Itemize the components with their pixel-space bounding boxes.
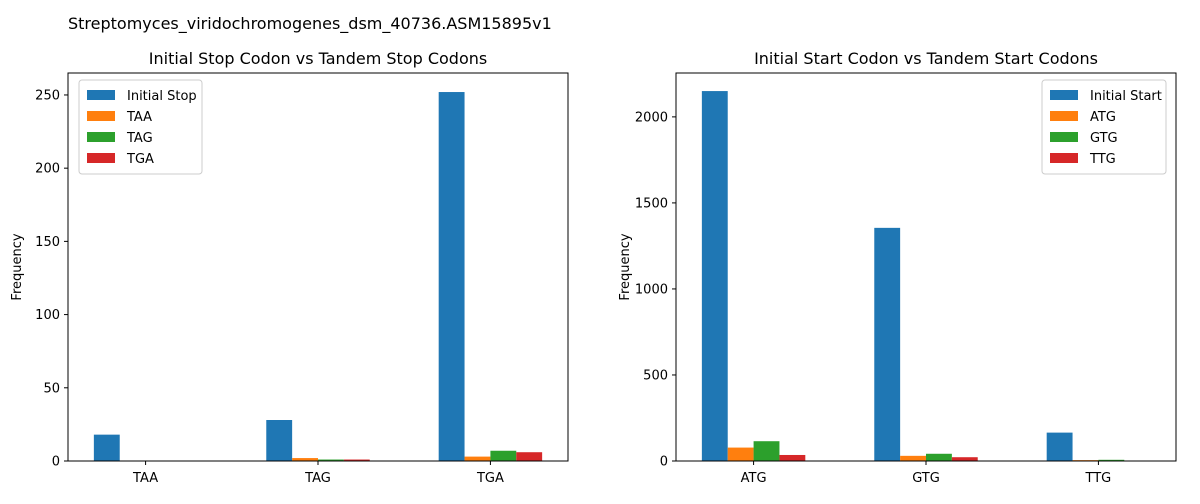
y-axis-label: Frequency bbox=[618, 233, 633, 300]
legend-swatch bbox=[87, 90, 115, 100]
legend-label: ATG bbox=[1090, 110, 1116, 125]
chart-title: Initial Start Codon vs Tandem Start Codo… bbox=[754, 49, 1098, 68]
bar-tga-tga bbox=[516, 452, 542, 461]
legend-label: TAG bbox=[126, 131, 153, 146]
legend-label: GTG bbox=[1090, 131, 1118, 146]
chart-start-codons: Initial Start Codon vs Tandem Start Codo… bbox=[618, 49, 1176, 486]
y-tick-label: 0 bbox=[660, 455, 668, 470]
legend-swatch bbox=[87, 111, 115, 121]
x-tick-label: TGA bbox=[476, 471, 504, 486]
bar-initial-start-ttg bbox=[1047, 433, 1073, 461]
legend-label: Initial Stop bbox=[127, 89, 197, 104]
legend-label: Initial Start bbox=[1090, 89, 1162, 104]
legend: Initial Start ATG GTG TTG bbox=[1042, 80, 1166, 174]
bar-taa-tga bbox=[465, 457, 491, 461]
legend-label: TAA bbox=[126, 110, 152, 125]
bar-gtg-gtg bbox=[926, 454, 952, 461]
chart-stop-codons: Initial Stop Codon vs Tandem Stop Codons… bbox=[10, 49, 568, 486]
legend-swatch bbox=[1050, 90, 1078, 100]
bar-initial-stop-taa bbox=[94, 435, 120, 461]
legend-swatch bbox=[87, 153, 115, 163]
y-tick-label: 150 bbox=[35, 235, 60, 250]
bar-atg-gtg bbox=[900, 456, 926, 461]
bar-tag-tga bbox=[490, 451, 516, 461]
x-tick-label: GTG bbox=[912, 471, 940, 486]
legend-swatch bbox=[1050, 111, 1078, 121]
legend-label: TGA bbox=[126, 152, 154, 167]
bar-initial-start-atg bbox=[702, 91, 728, 461]
chart-title: Initial Stop Codon vs Tandem Stop Codons bbox=[149, 49, 487, 68]
y-tick-label: 200 bbox=[35, 162, 60, 177]
y-tick-label: 2000 bbox=[635, 110, 668, 125]
bar-initial-start-gtg bbox=[874, 228, 900, 461]
y-tick-label: 0 bbox=[52, 455, 60, 470]
bar-gtg-atg bbox=[754, 441, 780, 461]
y-axis-label: Frequency bbox=[10, 233, 25, 300]
x-tick-label: TAA bbox=[132, 471, 158, 486]
y-tick-label: 50 bbox=[43, 381, 60, 396]
bar-initial-stop-tag bbox=[266, 420, 292, 461]
y-tick-label: 1500 bbox=[635, 196, 668, 211]
legend-swatch bbox=[87, 132, 115, 142]
legend: Initial Stop TAA TAG TGA bbox=[79, 80, 202, 174]
x-tick-label: TTG bbox=[1085, 471, 1112, 486]
legend-label: TTG bbox=[1089, 152, 1116, 167]
y-tick-label: 1000 bbox=[635, 282, 668, 297]
legend-swatch bbox=[1050, 153, 1078, 163]
y-tick-label: 100 bbox=[35, 308, 60, 323]
bar-atg-atg bbox=[728, 448, 754, 461]
bar-initial-stop-tga bbox=[439, 92, 465, 461]
y-tick-label: 500 bbox=[643, 368, 668, 383]
x-tick-label: TAG bbox=[304, 471, 331, 486]
y-tick-label: 250 bbox=[35, 88, 60, 103]
bar-ttg-gtg bbox=[952, 457, 978, 461]
figure-suptitle: Streptomyces_viridochromogenes_dsm_40736… bbox=[68, 14, 552, 34]
bar-ttg-atg bbox=[779, 455, 805, 461]
x-tick-label: ATG bbox=[741, 471, 767, 486]
legend-swatch bbox=[1050, 132, 1078, 142]
